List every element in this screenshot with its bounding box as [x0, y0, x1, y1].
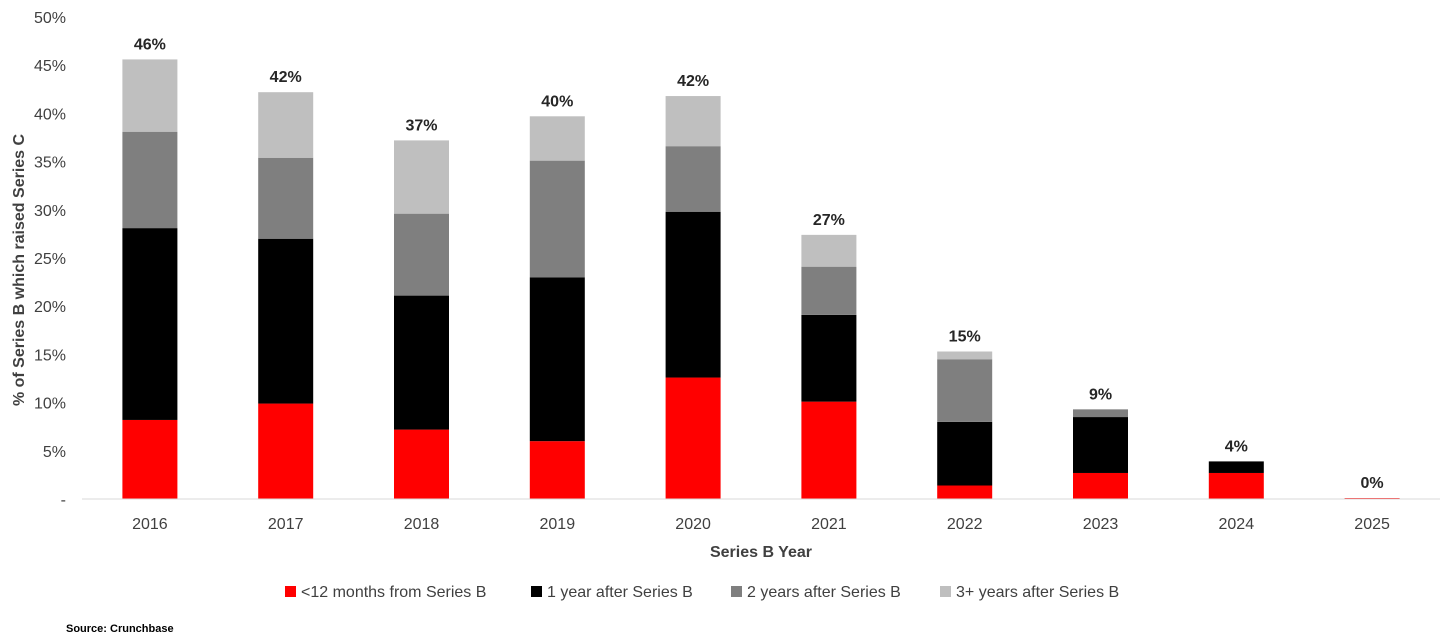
x-tick-label: 2024 [1219, 516, 1255, 533]
y-tick-label: 30% [34, 203, 66, 220]
legend-swatch [531, 586, 542, 597]
y-tick-label: - [61, 492, 66, 509]
x-tick-label: 2016 [132, 516, 168, 533]
total-label: 9% [1089, 386, 1112, 403]
y-tick-label: 35% [34, 155, 66, 172]
bar-segment-2020-series-2 [665, 146, 721, 212]
bar-segment-2018-series-0 [394, 429, 449, 499]
bar-segment-2016-series-1 [122, 228, 178, 420]
bar-segment-2020-series-0 [665, 377, 721, 499]
x-axis-title: Series B Year [710, 544, 812, 561]
total-label: 37% [405, 117, 437, 134]
legend-label: 2 years after Series B [747, 584, 901, 601]
legend-swatch [285, 586, 296, 597]
bar-segment-2022-series-3 [937, 351, 993, 360]
y-tick-label: 5% [43, 444, 66, 461]
bar-segment-2019-series-0 [529, 441, 585, 499]
bar-segment-2022-series-0 [937, 485, 993, 499]
bar-segment-2023-series-2 [1073, 409, 1128, 418]
bar-segment-2017-series-0 [258, 403, 314, 499]
x-tick-label: 2019 [540, 516, 576, 533]
bar-segment-2016-series-2 [122, 131, 178, 229]
total-label: 42% [677, 73, 709, 90]
bar-segment-2023-series-0 [1073, 472, 1128, 499]
y-axis: - 5% 10% 15% 20% 25% 30% 35% 40% 45% 50% [34, 10, 66, 509]
bar-segment-2018-series-1 [394, 295, 449, 430]
x-tick-label: 2025 [1354, 516, 1390, 533]
y-tick-label: 25% [34, 251, 66, 268]
x-tick-label: 2017 [268, 516, 304, 533]
y-tick-label: 10% [34, 396, 66, 413]
bar-segment-2017-series-3 [258, 92, 314, 158]
total-label: 4% [1225, 438, 1248, 455]
total-label: 27% [813, 212, 845, 229]
total-label: 0% [1361, 475, 1384, 492]
bar-segment-2016-series-0 [122, 419, 178, 499]
y-tick-label: 45% [34, 58, 66, 75]
bar-segment-2018-series-3 [394, 140, 449, 214]
y-tick-label: 20% [34, 299, 66, 316]
x-tick-label: 2022 [947, 516, 983, 533]
bar-segment-2022-series-1 [937, 421, 993, 486]
bar-segment-2021-series-0 [801, 401, 857, 499]
x-tick-label: 2018 [404, 516, 440, 533]
legend-label: 3+ years after Series B [956, 584, 1119, 601]
legend-swatch [731, 586, 742, 597]
total-label: 42% [270, 69, 302, 86]
bar-segment-2021-series-1 [801, 314, 857, 402]
bar-segment-2017-series-1 [258, 238, 314, 404]
source-note: Source: Crunchbase [66, 623, 174, 633]
total-label: 46% [134, 36, 166, 53]
bar-segment-2019-series-2 [529, 160, 585, 278]
legend-swatch [940, 586, 951, 597]
x-tick-label: 2023 [1083, 516, 1119, 533]
x-tick-label: 2021 [811, 516, 847, 533]
bar-segment-2018-series-2 [394, 213, 449, 296]
y-tick-label: 50% [34, 10, 66, 27]
y-axis-title: % of Series B which raised Series C [11, 134, 28, 407]
x-tick-label: 2020 [675, 516, 711, 533]
bar-segment-2024-series-0 [1208, 472, 1264, 499]
total-label: 40% [541, 93, 573, 110]
legend-label: <12 months from Series B [301, 584, 486, 601]
bar-segment-2020-series-3 [665, 96, 721, 147]
bars [122, 59, 1400, 499]
bar-segment-2019-series-3 [529, 116, 585, 161]
bar-segment-2023-series-1 [1073, 417, 1128, 473]
legend: <12 months from Series B 1 year after Ser… [285, 584, 1119, 601]
y-tick-label: 15% [34, 347, 66, 364]
bar-segment-2022-series-2 [937, 359, 993, 422]
bar-segment-2019-series-1 [529, 277, 585, 442]
legend-label: 1 year after Series B [547, 584, 693, 601]
total-label: 15% [949, 329, 981, 346]
bar-segment-2024-series-1 [1208, 461, 1264, 473]
bar-segment-2017-series-2 [258, 157, 314, 239]
bar-segment-2021-series-2 [801, 266, 857, 315]
total-labels: 46% 42% 37% 40% 42% 27% 15% 9% 4% 0% [134, 36, 1384, 492]
y-tick-label: 40% [34, 106, 66, 123]
x-axis-ticks: 2016 2017 2018 2019 2020 2021 2022 2023 2024 2025 [132, 516, 1390, 533]
bar-segment-2020-series-1 [665, 211, 721, 378]
bar-segment-2021-series-3 [801, 234, 857, 267]
bar-segment-2016-series-3 [122, 59, 178, 132]
